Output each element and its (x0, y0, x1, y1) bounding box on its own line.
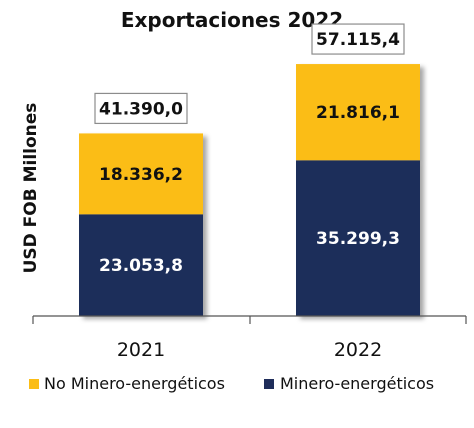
y-axis-label: USD FOB Millones (21, 103, 41, 274)
data-label-no-minero-energ-ticos-2022: 21.816,1 (316, 103, 400, 123)
legend-label-no-minero-energ-ticos: No Minero-energéticos (44, 374, 225, 393)
bar-no-minero-energ-ticos-2022 (296, 64, 420, 161)
legend-label-minero-energ-ticos: Minero-energéticos (280, 374, 434, 393)
legend-swatch-minero-energ-ticos (264, 379, 274, 389)
data-label-no-minero-energ-ticos-2021: 18.336,2 (99, 165, 183, 185)
x-axis: 2021 2022 (32, 315, 467, 361)
bar-stack-2022 (296, 64, 420, 316)
data-label-minero-energ-ticos-2021: 23.053,8 (99, 256, 183, 276)
legend-swatch-no-minero-energ-ticos (29, 379, 39, 389)
total-box-2021 (94, 92, 188, 125)
total-box-2022 (311, 23, 405, 55)
bar-stack-2021 (79, 133, 203, 316)
bar-minero-energ-ticos-2021 (79, 214, 203, 316)
bar-no-minero-energ-ticos-2021 (79, 133, 203, 215)
x-tick-label-2021: 2021 (117, 339, 165, 361)
bar-minero-energ-ticos-2022 (296, 160, 420, 316)
chart-title: Exportaciones 2022 (121, 8, 343, 32)
legend: No Minero-energéticos Minero-energéticos (29, 374, 434, 393)
x-tick-label-2022: 2022 (334, 339, 382, 361)
total-label-2021: 41.390,0 (99, 99, 183, 119)
bars-group: 23.053,8 18.336,2 41.390,0 35.299,3 21.816,1… (79, 23, 420, 316)
total-label-2022: 57.115,4 (316, 30, 400, 50)
data-label-minero-energ-ticos-2022: 35.299,3 (316, 229, 400, 249)
